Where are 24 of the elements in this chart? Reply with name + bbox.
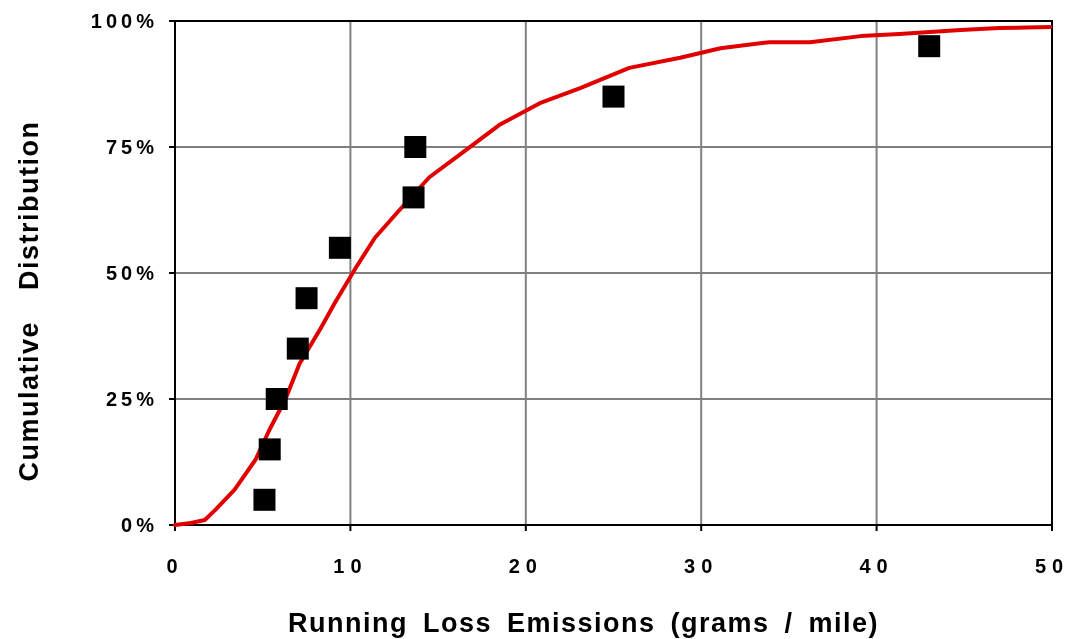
y-axis-title: Cumulative Distribution <box>14 120 44 482</box>
line-series <box>173 25 1053 527</box>
point <box>286 337 309 360</box>
point <box>918 35 941 58</box>
point <box>265 388 288 410</box>
y-tick-label: 25% <box>105 388 158 410</box>
point <box>253 488 276 511</box>
y-tick-label: 0% <box>121 514 158 536</box>
x-tick-label: 50 <box>1034 555 1070 577</box>
point <box>602 85 625 108</box>
x-tick-label: 10 <box>333 555 368 577</box>
point <box>328 236 351 259</box>
x-tick-label: 40 <box>859 555 894 577</box>
point <box>258 438 281 461</box>
point <box>404 136 427 158</box>
point <box>295 287 318 310</box>
y-tick-label: 50% <box>105 262 158 284</box>
x-tick-label: 20 <box>508 555 543 577</box>
x-axis-title: Running Loss Emissions (grams / mile) <box>287 608 880 638</box>
point <box>402 186 425 209</box>
x-tick-label: 0 <box>166 555 184 577</box>
x-tick-label: 30 <box>684 555 719 577</box>
y-tick-label: 100% <box>90 10 158 32</box>
y-tick-label: 75% <box>105 136 158 158</box>
